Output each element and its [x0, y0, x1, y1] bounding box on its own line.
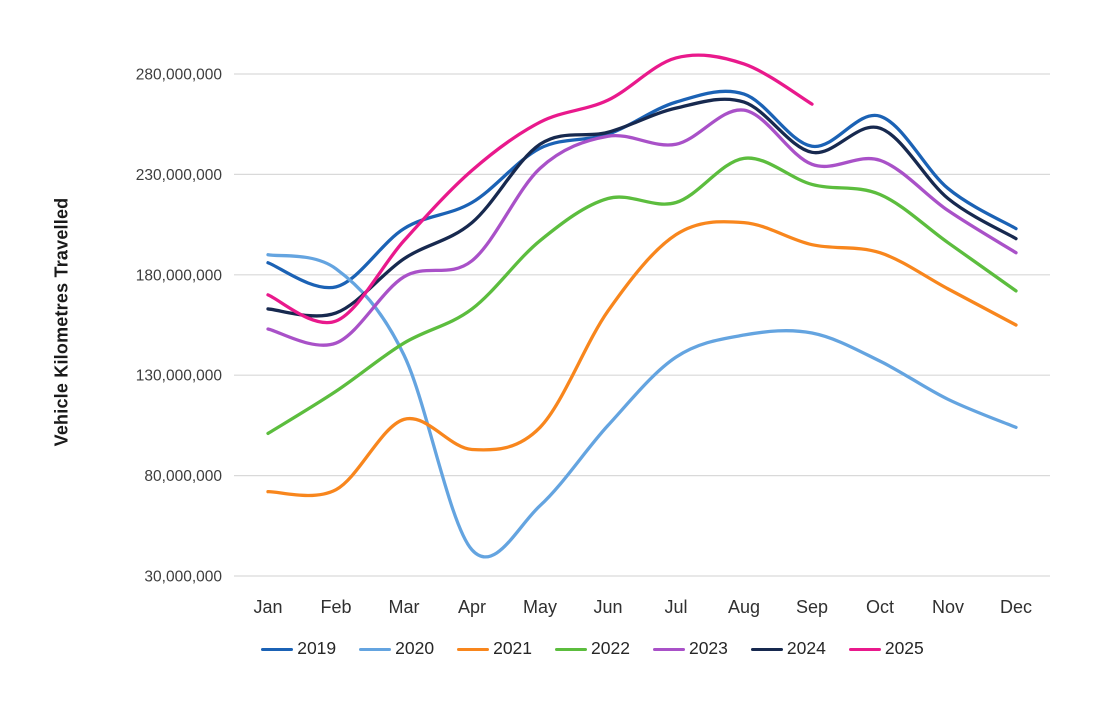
x-tick-label: Jul — [664, 597, 687, 617]
x-tick-label: Nov — [932, 597, 964, 617]
legend-label: 2020 — [395, 638, 435, 659]
y-tick-label: 230,000,000 — [136, 167, 223, 184]
y-tick-label: 30,000,000 — [144, 569, 222, 586]
legend-swatch-2023 — [652, 647, 685, 651]
legend-label: 2025 — [884, 638, 924, 659]
x-tick-label: May — [523, 597, 557, 617]
x-tick-label: Jan — [253, 597, 282, 617]
legend-swatch-2024 — [750, 647, 783, 651]
y-tick-label: 80,000,000 — [144, 468, 222, 485]
series-line-2021 — [266, 220, 1018, 498]
legend-item-2024: 2024 — [750, 638, 826, 659]
legend-item-2021: 2021 — [457, 640, 532, 658]
legend-swatch-2021 — [457, 647, 490, 651]
series-line-2024 — [266, 97, 1018, 318]
legend-label: 2024 — [786, 638, 826, 659]
legend: 2019 2020 2021 2022 2023 2024 2025 — [70, 634, 1115, 664]
y-tick-label: 180,000,000 — [136, 267, 223, 284]
legend-swatch-2019 — [261, 647, 294, 651]
series-line-2022 — [266, 156, 1018, 436]
x-tick-label: Mar — [389, 597, 420, 617]
x-tick-label: Sep — [796, 597, 828, 617]
series-line-2019 — [266, 89, 1018, 290]
legend-item-2023: 2023 — [652, 638, 728, 659]
x-tick-label: Dec — [1000, 597, 1032, 617]
legend-label: 2023 — [688, 638, 728, 659]
legend-item-2019: 2019 — [261, 640, 336, 658]
x-tick-label: Apr — [458, 597, 486, 617]
legend-swatch-2025 — [848, 647, 881, 651]
series-line-2023 — [266, 108, 1018, 347]
x-tick-label: Aug — [728, 597, 760, 617]
y-axis-title: Vehicle Kilometres Travelled — [51, 197, 72, 447]
legend-item-2022: 2022 — [555, 640, 630, 658]
legend-swatch-2022 — [555, 647, 588, 651]
x-tick-label: Feb — [320, 597, 351, 617]
x-tick-label: Jun — [593, 597, 622, 617]
x-tick-label: Oct — [866, 597, 894, 617]
y-tick-label: 280,000,000 — [136, 67, 223, 84]
legend-swatch-2020 — [359, 647, 392, 651]
y-tick-label: 130,000,000 — [136, 368, 223, 385]
legend-label: 2022 — [591, 638, 630, 659]
legend-item-2020: 2020 — [359, 640, 434, 658]
legend-label: 2019 — [297, 638, 337, 659]
legend-item-2025: 2025 — [848, 638, 924, 659]
legend-label: 2021 — [493, 638, 533, 659]
series-line-2025 — [266, 53, 814, 325]
